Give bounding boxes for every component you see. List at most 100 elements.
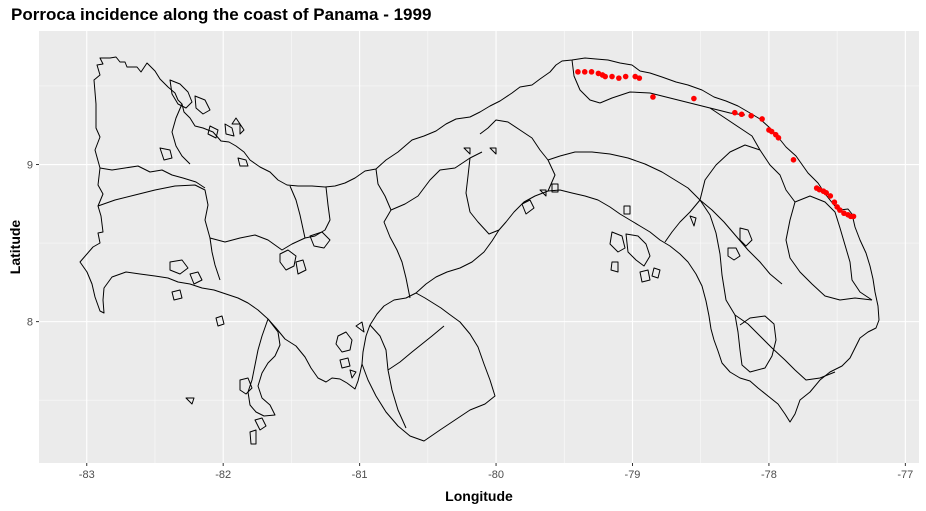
incidence-points: [575, 69, 857, 220]
island-path: [239, 123, 245, 135]
x-tick-label: -78: [761, 469, 777, 481]
incidence-point: [732, 109, 738, 116]
province-boundary-path: [699, 144, 761, 201]
island-path: [309, 231, 331, 249]
island-path: [521, 199, 535, 215]
island-path: [339, 357, 351, 369]
island-path: [639, 269, 651, 283]
province-boundary-path: [465, 157, 500, 235]
province-boundary-path: [599, 91, 746, 116]
island-path: [249, 429, 257, 445]
island-path: [625, 233, 651, 267]
azuero-coast-path: [361, 292, 496, 442]
x-tick-label: -83: [79, 469, 95, 481]
incidence-point: [581, 69, 588, 75]
island-path: [335, 331, 353, 353]
island-path: [489, 147, 497, 155]
incidence-point: [759, 116, 765, 122]
incidence-point: [636, 75, 643, 81]
x-tick-label: -81: [352, 469, 368, 481]
island-path: [610, 261, 619, 273]
island-path: [189, 271, 203, 285]
x-tick-label: -79: [625, 469, 641, 481]
incidence-point: [650, 94, 656, 100]
incidence-point: [831, 199, 838, 206]
island-path: [171, 289, 183, 301]
x-tick-label: -80: [488, 469, 504, 481]
province-boundary-path: [571, 59, 601, 104]
incidence-point: [768, 128, 775, 135]
incidence-point: [609, 73, 615, 80]
x-axis-ticks: -83 -82 -81 -80 -79 -78 -77: [79, 463, 913, 481]
incidence-point: [738, 111, 745, 118]
incidence-point: [827, 193, 834, 199]
incidence-point: [850, 213, 857, 220]
island-path: [159, 147, 173, 161]
incidence-point: [823, 190, 830, 196]
province-boundary-path: [375, 168, 411, 299]
island-path: [623, 205, 631, 215]
island-path: [279, 249, 297, 271]
incidence-point: [790, 157, 797, 163]
province-boundary-path: [99, 165, 206, 189]
island-path: [609, 231, 626, 253]
incidence-point: [691, 95, 697, 102]
y-axis-ticks: 89: [27, 160, 39, 329]
incidence-point: [837, 207, 843, 213]
province-boundary-path: [664, 199, 701, 243]
island-path: [295, 259, 307, 275]
province-boundary-path: [387, 325, 445, 371]
incidence-point: [588, 69, 595, 75]
island-path: [185, 397, 195, 405]
island-path: [551, 183, 559, 193]
incidence-point: [775, 135, 782, 141]
province-boundary-path: [785, 201, 873, 301]
island-path: [349, 369, 357, 379]
province-boundary-path: [390, 151, 483, 211]
island-path: [169, 79, 193, 109]
x-tick-label: -82: [215, 469, 231, 481]
island-path: [194, 95, 211, 115]
incidence-point: [616, 75, 622, 81]
x-axis-title: Longitude: [445, 488, 513, 504]
plot-panel: [39, 31, 919, 463]
province-boundary-path: [289, 185, 306, 239]
y-axis-title: Latitude: [7, 220, 23, 275]
province-boundary-path: [547, 155, 561, 161]
island-path: [539, 189, 547, 197]
province-boundary-path: [171, 103, 191, 165]
chart-title: Porroca incidence along the coast of Pan…: [11, 5, 432, 24]
province-boundary-path: [734, 314, 777, 373]
incidence-point: [622, 73, 629, 80]
x-tick-label: -77: [897, 469, 913, 481]
y-tick-label: 8: [27, 317, 33, 329]
province-boundary-path: [794, 195, 873, 301]
island-path: [355, 321, 365, 333]
minor-gridlines: [39, 31, 919, 463]
province-boundary-path: [479, 119, 556, 192]
island-path: [727, 247, 741, 261]
island-path: [224, 123, 235, 137]
burica-coast-path: [247, 318, 281, 417]
province-boundary-path: [209, 237, 221, 281]
incidence-point: [748, 113, 754, 119]
island-path: [239, 377, 253, 395]
island-path: [215, 315, 225, 327]
island-path: [231, 117, 241, 125]
island-path: [463, 147, 471, 155]
incidence-point: [602, 73, 609, 80]
island-path: [689, 215, 697, 227]
incidence-point: [575, 69, 581, 75]
y-tick-label: 9: [27, 160, 33, 172]
island-path: [739, 227, 753, 247]
province-boundary-path: [559, 151, 836, 381]
province-boundary-path: [699, 199, 783, 285]
panama-outline: [79, 56, 880, 445]
island-path: [207, 125, 219, 139]
island-path: [237, 157, 249, 167]
island-path: [254, 417, 267, 431]
island-path: [169, 259, 189, 275]
island-path: [651, 267, 661, 279]
coastline-path: [79, 56, 880, 423]
